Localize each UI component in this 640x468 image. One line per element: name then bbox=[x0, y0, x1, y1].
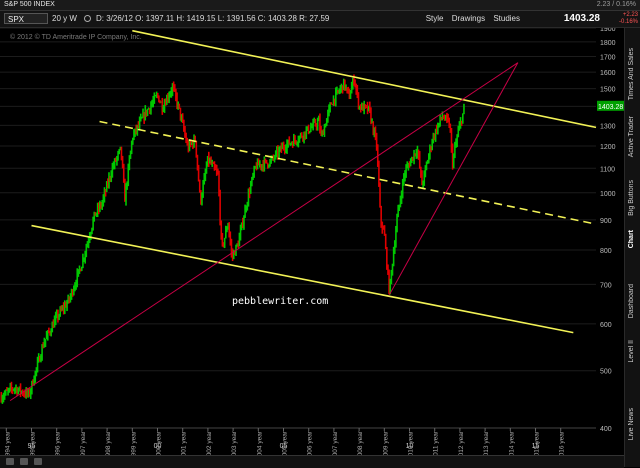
year-label: 2001 year bbox=[181, 430, 188, 455]
year-label: 2016 year bbox=[559, 430, 566, 455]
year-label: 2004 year bbox=[256, 430, 263, 455]
price-tick-label: 1100 bbox=[600, 166, 615, 173]
sidebar-tab-big-buttons[interactable]: Big Buttons bbox=[628, 180, 635, 216]
toolbar-menu: Style Drawings Studies bbox=[420, 11, 520, 27]
price-tick-label: 400 bbox=[600, 426, 612, 433]
channel-line bbox=[132, 29, 597, 129]
sidebar-tab-chart[interactable]: Chart bbox=[628, 230, 635, 249]
chart-background bbox=[0, 28, 624, 455]
sidebar-tab-active-trader[interactable]: Active Trader bbox=[628, 116, 635, 158]
year-label: 2009 year bbox=[382, 430, 389, 455]
price-change: +2.23 -0.16% bbox=[619, 12, 638, 26]
major-year-label: 95 bbox=[28, 443, 36, 450]
price-tick-label: 1000 bbox=[600, 191, 616, 198]
year-label: 1994 year bbox=[4, 430, 11, 455]
year-label: 2014 year bbox=[508, 430, 515, 455]
copyright-watermark: © 2012 © TD Ameritrade IP Company, Inc. bbox=[10, 33, 142, 41]
year-label: 1999 year bbox=[130, 430, 137, 455]
price-tick-label: 800 bbox=[600, 248, 612, 255]
last-price-marker bbox=[597, 100, 624, 111]
zoom-icon[interactable] bbox=[6, 458, 14, 465]
titlebar-right-info: 2.23 / 0.16% bbox=[596, 1, 636, 8]
chart-toolbar: SPX 20 y W D: 3/26/12 O: 1397.11 H: 1419… bbox=[0, 11, 640, 28]
channel-line bbox=[31, 224, 574, 334]
price-tick-label: 900 bbox=[600, 218, 612, 225]
price-chart[interactable]: © 2012 © TD Ameritrade IP Company, Inc. … bbox=[0, 28, 624, 455]
sidebar-tab-times-and-sales[interactable]: Times And Sales bbox=[628, 48, 635, 101]
gear-icon[interactable] bbox=[84, 15, 91, 22]
price-tick-label: 1600 bbox=[600, 70, 616, 77]
channel-line bbox=[99, 120, 597, 225]
trend-line bbox=[388, 62, 519, 296]
sidebar-tab-live-news[interactable]: Live News bbox=[628, 408, 635, 441]
year-label: 1997 year bbox=[80, 430, 87, 455]
price-tick-label: 700 bbox=[600, 282, 612, 289]
price-tick-label: 1900 bbox=[600, 28, 616, 33]
sidebar-tab-dashboard[interactable]: Dashboard bbox=[628, 284, 635, 319]
price-tick-label: 1500 bbox=[600, 87, 616, 94]
year-label: 2013 year bbox=[483, 430, 490, 455]
year-label: 2010 year bbox=[408, 430, 415, 455]
price-tick-label: 1200 bbox=[600, 144, 616, 151]
price-tick-label: 600 bbox=[600, 322, 612, 329]
year-label: 2007 year bbox=[332, 430, 339, 455]
major-year-label: 10 bbox=[406, 443, 414, 450]
year-label: 2005 year bbox=[282, 430, 289, 455]
year-label: 1998 year bbox=[105, 430, 112, 455]
chart-axes: 4005006007008009001000110012001300140015… bbox=[0, 28, 624, 455]
annotation-text: pebblewriter.com bbox=[232, 296, 328, 307]
window-titlebar: S&P 500 INDEX 2.23 / 0.16% bbox=[0, 0, 640, 11]
chart-grid bbox=[0, 28, 624, 455]
major-year-label: 00 bbox=[154, 443, 162, 450]
ohlc-readout: D: 3/26/12 O: 1397.11 H: 1419.15 L: 1391… bbox=[96, 14, 330, 23]
year-label: 2011 year bbox=[433, 430, 440, 455]
sidebar-tab-level-ii[interactable]: Level II bbox=[628, 340, 635, 363]
trend-lines bbox=[9, 29, 597, 402]
year-label: 2002 year bbox=[206, 430, 213, 455]
last-price-tag: 1403.28 bbox=[598, 104, 623, 111]
year-label: 2006 year bbox=[307, 430, 314, 455]
major-year-label: 05 bbox=[280, 443, 288, 450]
style-menu[interactable]: Style bbox=[425, 14, 444, 23]
right-sidebar: Times And Sales Active Trader Big Buttons C… bbox=[624, 28, 640, 467]
price-tick-label: 1800 bbox=[600, 40, 616, 47]
price-tick-label: 500 bbox=[600, 369, 612, 376]
year-label: 2012 year bbox=[458, 430, 465, 455]
bottom-toolbar bbox=[0, 455, 624, 468]
year-label: 1996 year bbox=[55, 430, 62, 455]
pan-icon[interactable] bbox=[20, 458, 28, 465]
change-percent: -0.16% bbox=[618, 19, 638, 25]
window-title: S&P 500 INDEX bbox=[4, 1, 55, 8]
year-label: 2003 year bbox=[231, 430, 238, 455]
year-label: 2000 year bbox=[156, 430, 163, 455]
year-label: 2008 year bbox=[357, 430, 364, 455]
studies-menu[interactable]: Studies bbox=[493, 14, 520, 23]
last-price: 1403.28 bbox=[563, 13, 600, 24]
major-year-label: 15 bbox=[532, 443, 540, 450]
price-tick-label: 1300 bbox=[600, 123, 616, 130]
change-value: +2.23 bbox=[622, 12, 638, 18]
period-selector[interactable]: 20 y W bbox=[52, 14, 77, 23]
trend-line bbox=[9, 62, 519, 402]
price-tick-label: 1700 bbox=[600, 55, 616, 62]
symbol-input[interactable]: SPX bbox=[4, 13, 48, 24]
year-label: 2015 year bbox=[534, 430, 541, 455]
cursor-icon[interactable] bbox=[34, 458, 42, 465]
drawings-menu[interactable]: Drawings bbox=[451, 14, 486, 23]
year-label: 1995 year bbox=[30, 430, 37, 455]
